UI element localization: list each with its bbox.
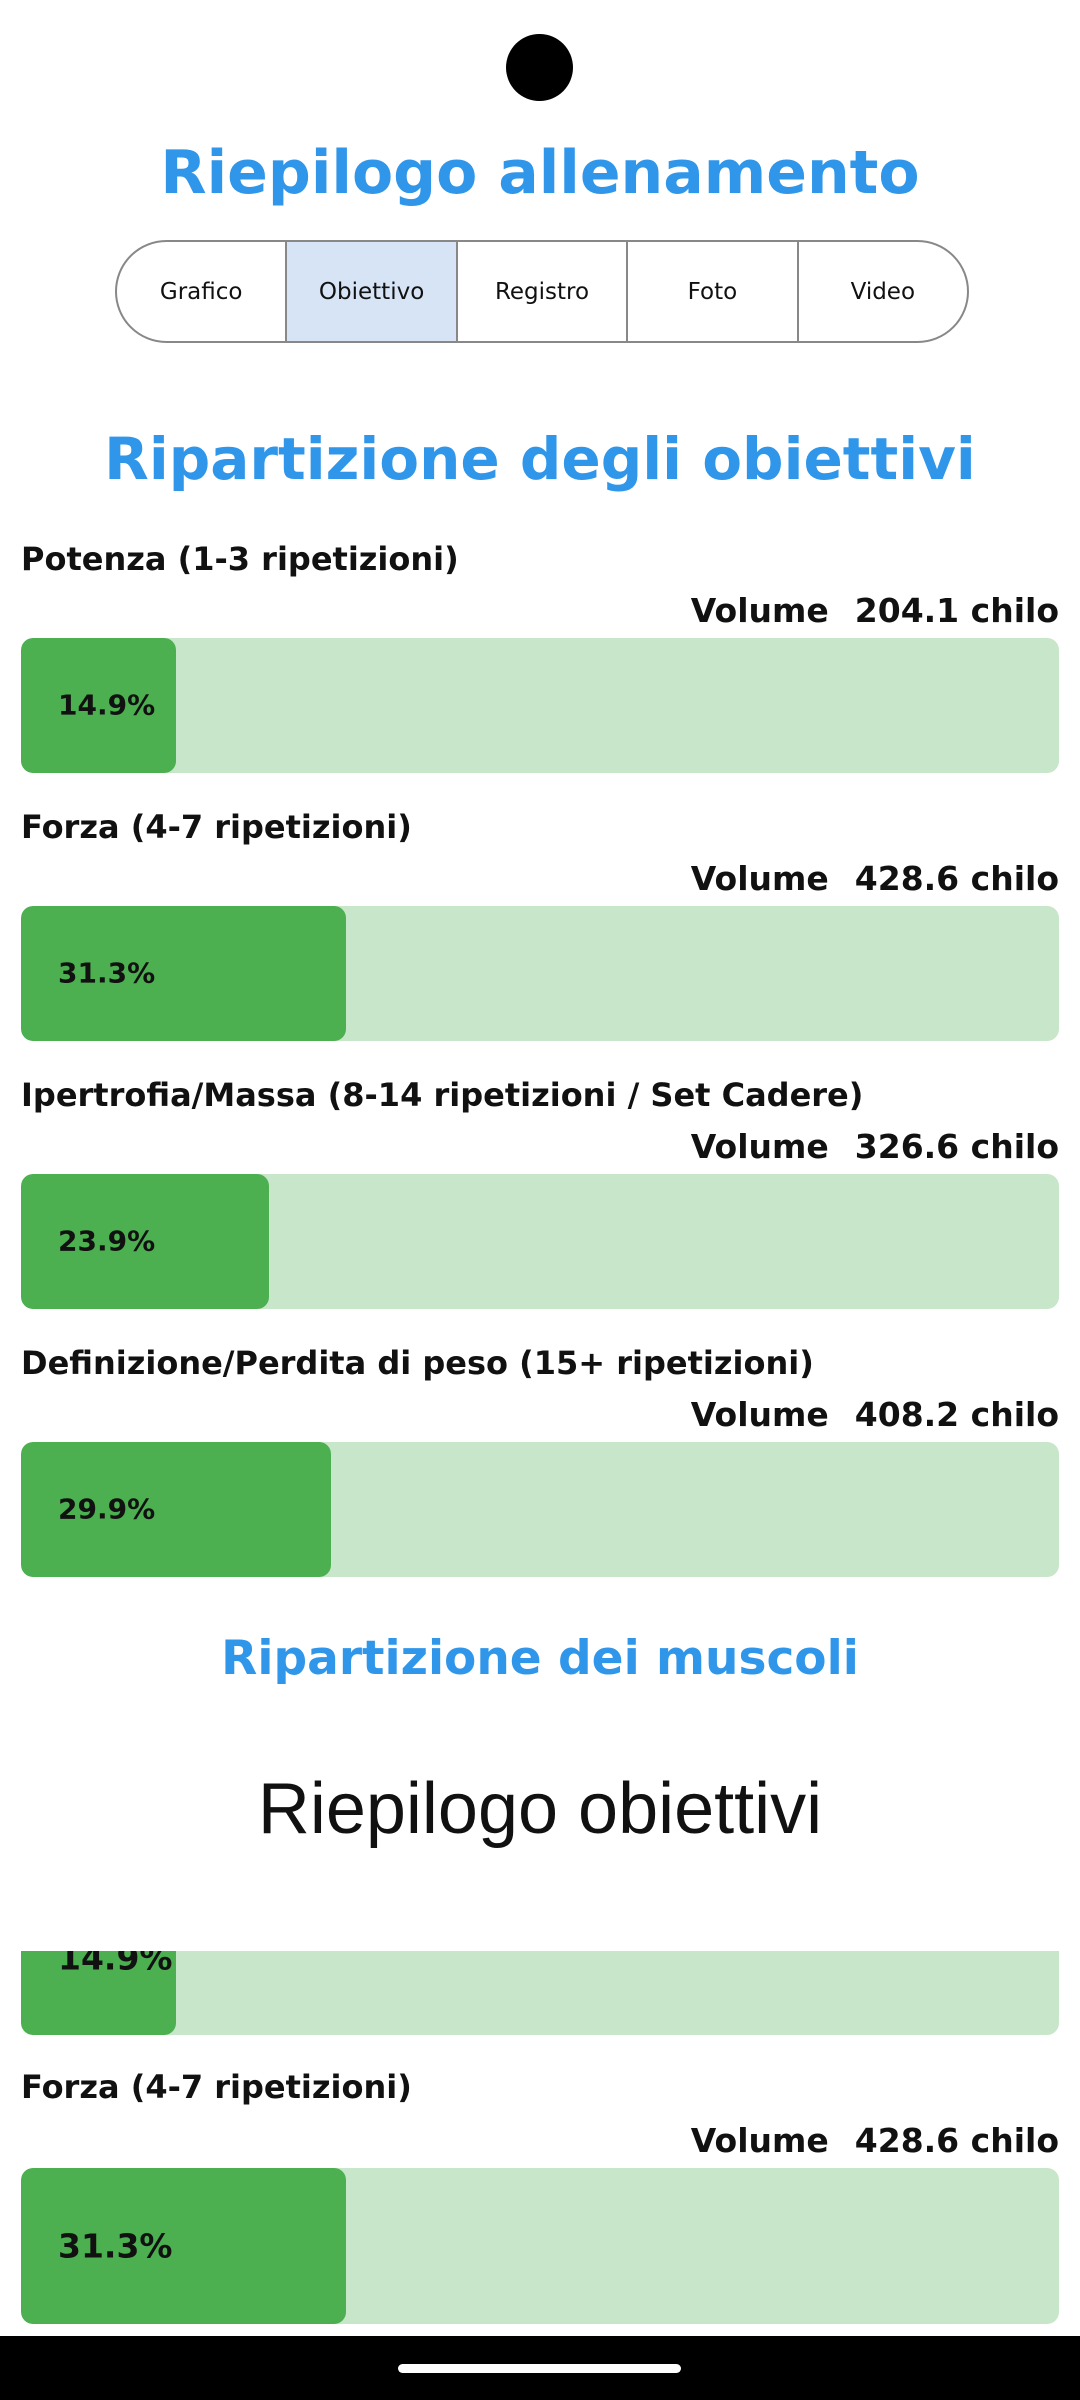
volume-value: 428.6 chilo [854, 859, 1059, 898]
tab-selected[interactable]: Obiettivo [285, 242, 456, 341]
volume-label: Volume [690, 1127, 829, 1166]
volume-label: Volume [690, 2121, 829, 2160]
progress-fill [21, 1174, 270, 1309]
volume-row: Volume 326.6 chilo [691, 1127, 1059, 1166]
volume-value: 204.1 chilo [854, 591, 1059, 630]
volume-row: Volume 408.2 chilo [691, 1395, 1059, 1434]
volume-row: Volume 428.6 chilo [691, 859, 1059, 898]
percent-label: 23.9% [58, 1224, 156, 1258]
tab-bar: Grafico Obiettivo Registro Foto Video [115, 240, 969, 343]
volume-label: Volume [690, 591, 829, 630]
tab[interactable]: Registro [455, 242, 626, 341]
volume-label: Volume [690, 859, 829, 898]
volume-value: 408.2 chilo [854, 1395, 1059, 1434]
volume-value: 326.6 chilo [854, 1127, 1059, 1166]
section-title: Ripartizione degli obiettivi [104, 425, 976, 493]
progress-fill [21, 1442, 332, 1577]
progress-fill [21, 638, 176, 773]
tab[interactable]: Grafico [159, 278, 243, 305]
tab[interactable]: Foto [626, 242, 796, 341]
progress-track: 31.3% [21, 2168, 1059, 2324]
summary-title: Riepilogo obiettivi [257, 1769, 823, 1849]
section-title: Ripartizione dei muscoli [221, 1631, 859, 1686]
goal-name: Ipertrofia/Massa (8-14 ripetizioni / Set… [21, 1076, 864, 1114]
progress-track: 29.9% [21, 1442, 1059, 1577]
progress-fill [21, 1951, 176, 2035]
progress-track: 14.9% [21, 638, 1059, 773]
progress-track: 31.3% [21, 906, 1059, 1041]
progress-track: 14.9% [21, 1951, 1059, 2035]
volume-row: Volume 204.1 chilo [691, 591, 1059, 630]
percent-label: 14.9% [58, 688, 156, 722]
percent-label: 31.3% [58, 2226, 173, 2266]
goal-name: Potenza (1-3 ripetizioni) [21, 540, 459, 578]
page-title: Riepilogo allenamento [160, 138, 920, 208]
progress-fill [21, 906, 346, 1041]
volume-value: 428.6 chilo [854, 2121, 1059, 2160]
volume-row: Volume 428.6 chilo [691, 2121, 1059, 2160]
home-indicator [398, 2364, 681, 2373]
goal-name: Forza (4-7 ripetizioni) [21, 2068, 412, 2106]
tab[interactable]: Video [796, 242, 967, 341]
percent-label: 14.9% [58, 1951, 173, 1978]
progress-fill [21, 2168, 346, 2324]
goal-name: Forza (4-7 ripetizioni) [21, 808, 412, 846]
progress-track: 23.9% [21, 1174, 1059, 1309]
percent-label: 29.9% [58, 1492, 156, 1526]
camera [506, 34, 573, 101]
percent-label: 31.3% [58, 956, 156, 990]
summary-list: 14.9% Forza (4-7 ripetizioni) Volume 428.6 … [0, 1951, 1080, 2336]
volume-label: Volume [690, 1395, 829, 1434]
goal-name: Definizione/Perdita di peso (15+ ripetiz… [21, 1344, 814, 1382]
nav-bar [0, 2336, 1080, 2400]
